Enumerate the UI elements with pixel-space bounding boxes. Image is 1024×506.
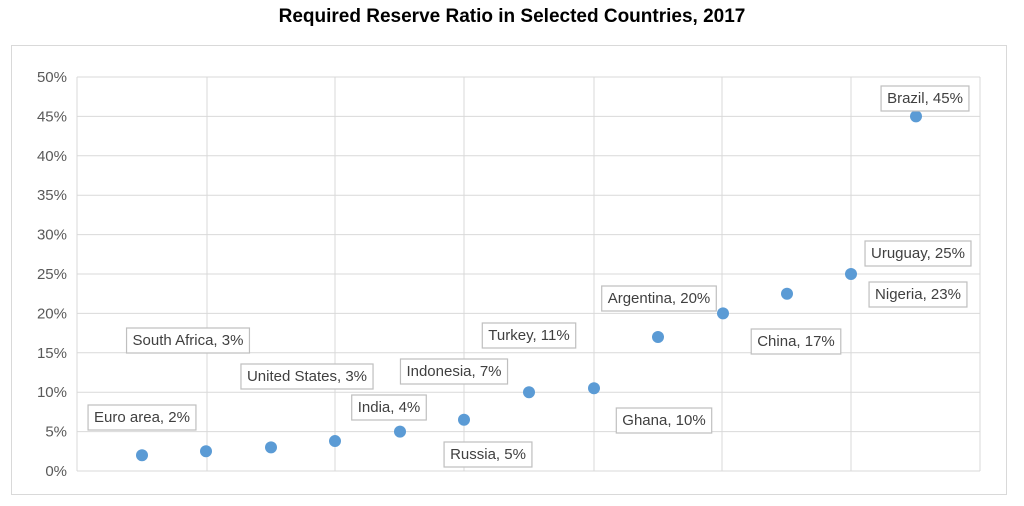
data-point — [845, 268, 857, 280]
data-label-box — [87, 404, 197, 431]
data-label-box — [601, 285, 717, 312]
data-point — [910, 110, 922, 123]
data-point — [136, 449, 148, 462]
data-label: Argentina, 20% — [608, 290, 711, 307]
data-label: Indonesia, 7% — [406, 363, 501, 380]
data-label-box — [880, 85, 970, 112]
y-tick-label: 35% — [37, 187, 67, 204]
data-point — [265, 441, 277, 454]
data-label-box — [481, 322, 577, 349]
data-label: Turkey, 11% — [488, 327, 569, 344]
y-tick-label: 30% — [37, 227, 67, 244]
y-tick-label: 40% — [37, 148, 67, 165]
data-point — [588, 382, 600, 395]
data-label: China, 17% — [757, 333, 835, 350]
y-tick-label: 25% — [37, 266, 67, 283]
data-label-box — [750, 328, 842, 355]
data-label-box — [615, 407, 713, 434]
data-point — [523, 386, 535, 399]
data-label: Brazil, 45% — [887, 90, 963, 107]
data-label-box — [399, 358, 509, 385]
data-label-box — [240, 363, 374, 390]
data-point — [329, 435, 341, 448]
data-label-box — [868, 281, 968, 308]
y-tick-label: 15% — [37, 345, 67, 362]
data-point — [458, 413, 470, 426]
y-tick-label: 50% — [37, 69, 67, 86]
data-point — [781, 287, 793, 300]
y-tick-label: 5% — [45, 424, 67, 441]
data-label: Russia, 5% — [450, 446, 526, 463]
y-tick-label: 0% — [45, 463, 67, 480]
data-label: India, 4% — [358, 399, 421, 416]
data-label: Ghana, 10% — [622, 412, 705, 429]
data-point — [717, 307, 729, 320]
data-label-box — [125, 327, 251, 354]
data-label-box — [351, 394, 427, 421]
y-tick-label: 20% — [37, 305, 67, 322]
y-tick-label: 45% — [37, 108, 67, 125]
data-label: Uruguay, 25% — [871, 245, 965, 262]
data-point — [652, 331, 664, 344]
data-label-box — [443, 441, 533, 468]
data-label: Nigeria, 23% — [875, 286, 961, 303]
chart-title: Required Reserve Ratio in Selected Count… — [278, 6, 746, 27]
data-label-box — [864, 240, 972, 267]
data-label: Euro area, 2% — [94, 409, 190, 426]
chart-frame — [11, 45, 1007, 495]
data-label: South Africa, 3% — [133, 332, 244, 349]
data-point — [394, 425, 406, 438]
y-tick-label: 10% — [37, 384, 67, 401]
data-point — [200, 445, 212, 458]
data-label: United States, 3% — [247, 368, 367, 385]
